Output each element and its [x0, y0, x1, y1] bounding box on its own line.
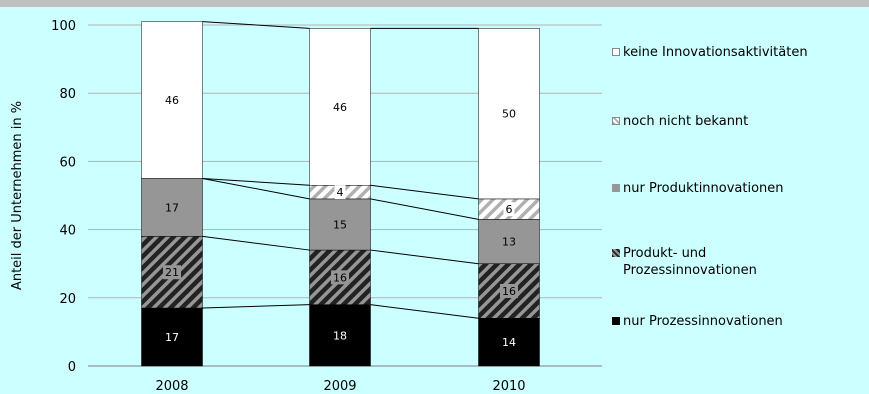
- data-label-bg: [503, 202, 515, 217]
- data-label: 18: [333, 329, 347, 342]
- bar-segment: [141, 21, 203, 179]
- legend-label: nur Produktinnovationen: [623, 181, 784, 196]
- y-tick-label: 60: [59, 155, 76, 170]
- legend-label: nur Prozessinnovationen: [623, 314, 783, 329]
- legend-swatch: [612, 249, 620, 257]
- series-line: [370, 184, 479, 200]
- series-line: [370, 249, 479, 265]
- bar-segment: [309, 198, 371, 251]
- series-line: [202, 304, 310, 309]
- legend-item: nur Produktinnovationen: [612, 180, 784, 197]
- data-label: 17: [165, 331, 179, 344]
- data-label-bg: [500, 283, 518, 298]
- y-tick-label: 80: [59, 87, 76, 102]
- data-label: 16: [502, 285, 516, 298]
- legend-item: Produkt- und Prozessinnovationen: [612, 245, 813, 279]
- data-label: 4: [337, 186, 344, 199]
- top-border-bar: [0, 0, 869, 7]
- series-line: [370, 304, 479, 319]
- legend-swatch: [612, 48, 620, 56]
- series-line: [370, 198, 479, 220]
- x-tick-label: 2008: [155, 379, 188, 394]
- legend-swatch: [612, 317, 620, 325]
- data-label: 13: [502, 236, 516, 249]
- legend-item: keine Innovationsaktivitäten: [612, 44, 808, 61]
- data-label-bg: [163, 265, 181, 280]
- bar-segment: [309, 304, 371, 367]
- data-label: 46: [333, 101, 347, 114]
- series-line: [202, 177, 310, 186]
- legend-label: Produkt- und Prozessinnovationen: [623, 246, 757, 278]
- x-tick-label: 2009: [323, 379, 356, 394]
- bar-segment: [141, 178, 203, 237]
- legend-swatch: [612, 184, 620, 192]
- bar-segment: [478, 28, 540, 200]
- data-label: 50: [502, 108, 516, 121]
- data-label-bg: [334, 185, 346, 200]
- y-axis-title: Anteil der Unternehmen in %: [10, 101, 25, 290]
- data-label: 6: [506, 203, 513, 216]
- legend-swatch: [612, 117, 620, 125]
- legend-label: keine Innovationsaktivitäten: [623, 45, 808, 60]
- data-label: 16: [333, 271, 347, 284]
- data-label-bg: [331, 270, 349, 285]
- legend-item: noch nicht bekannt: [612, 113, 748, 130]
- series-line: [202, 235, 310, 251]
- y-tick-label: 100: [51, 19, 76, 34]
- data-label: 17: [165, 201, 179, 214]
- x-tick-label: 2010: [492, 379, 525, 394]
- legend-item: nur Prozessinnovationen: [612, 313, 783, 330]
- y-tick-label: 40: [59, 224, 76, 239]
- legend-label: noch nicht bekannt: [623, 114, 749, 129]
- chart-legend: keine Innovationsaktivitäten noch nicht b…: [612, 0, 869, 394]
- data-label: 21: [165, 266, 179, 279]
- data-label: 15: [333, 218, 347, 231]
- series-line: [202, 21, 310, 29]
- y-tick-label: 0: [68, 360, 76, 375]
- bar-segment: [309, 28, 371, 186]
- series-line: [202, 177, 310, 200]
- data-label: 46: [165, 94, 179, 107]
- data-label: 14: [502, 336, 516, 349]
- y-tick-label: 20: [59, 292, 76, 307]
